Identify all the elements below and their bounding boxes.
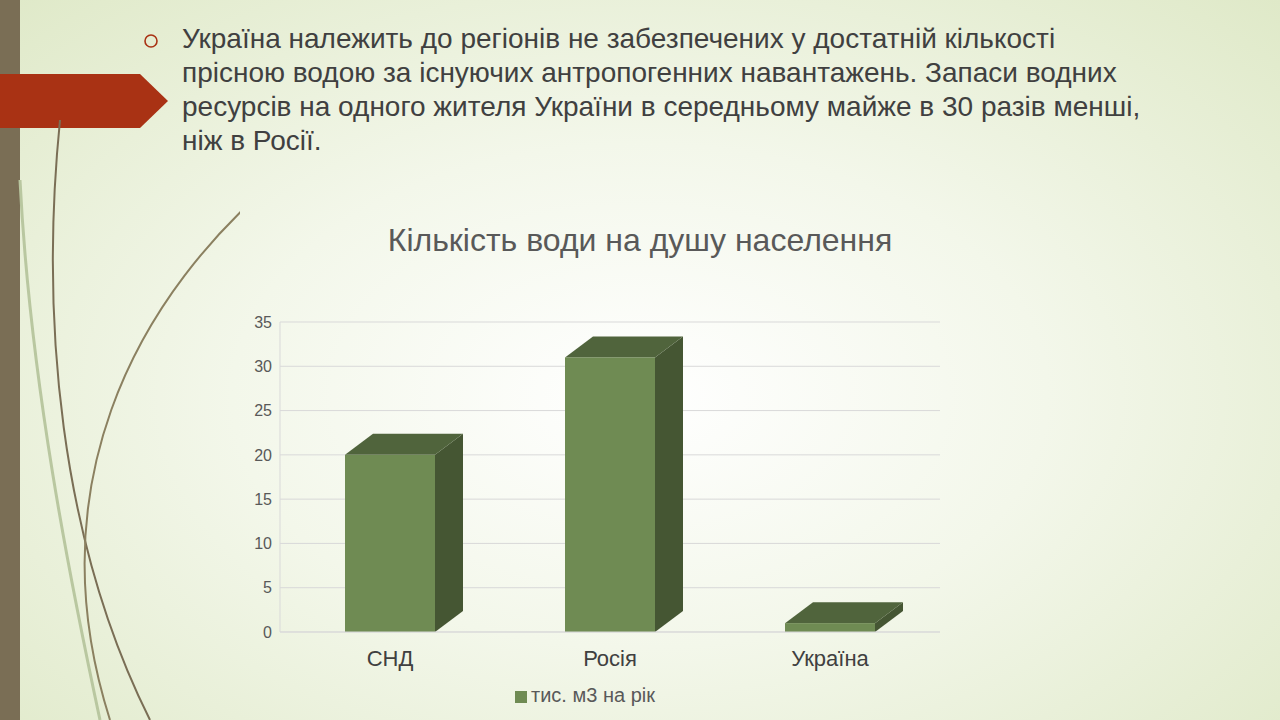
svg-text:10: 10	[254, 535, 272, 552]
svg-text:Росія: Росія	[583, 646, 637, 671]
svg-text:Україна: Україна	[791, 646, 869, 671]
svg-text:30: 30	[254, 358, 272, 375]
html-text:тис. м3 на рік: тис. м3 на рік	[531, 684, 655, 706]
svg-text:5: 5	[263, 579, 272, 596]
svg-text:25: 25	[254, 402, 272, 419]
svg-text:СНД: СНД	[367, 646, 414, 671]
html-text:Кількість води на душу населен: Кількість води на душу населення	[387, 222, 893, 258]
svg-text:20: 20	[254, 447, 272, 464]
html-text:Україна належить до регіонів н: Україна належить до регіонів не забезпеч…	[182, 23, 1141, 156]
svg-text:35: 35	[254, 314, 272, 331]
svg-text:0: 0	[263, 624, 272, 641]
svg-text:15: 15	[254, 491, 272, 508]
